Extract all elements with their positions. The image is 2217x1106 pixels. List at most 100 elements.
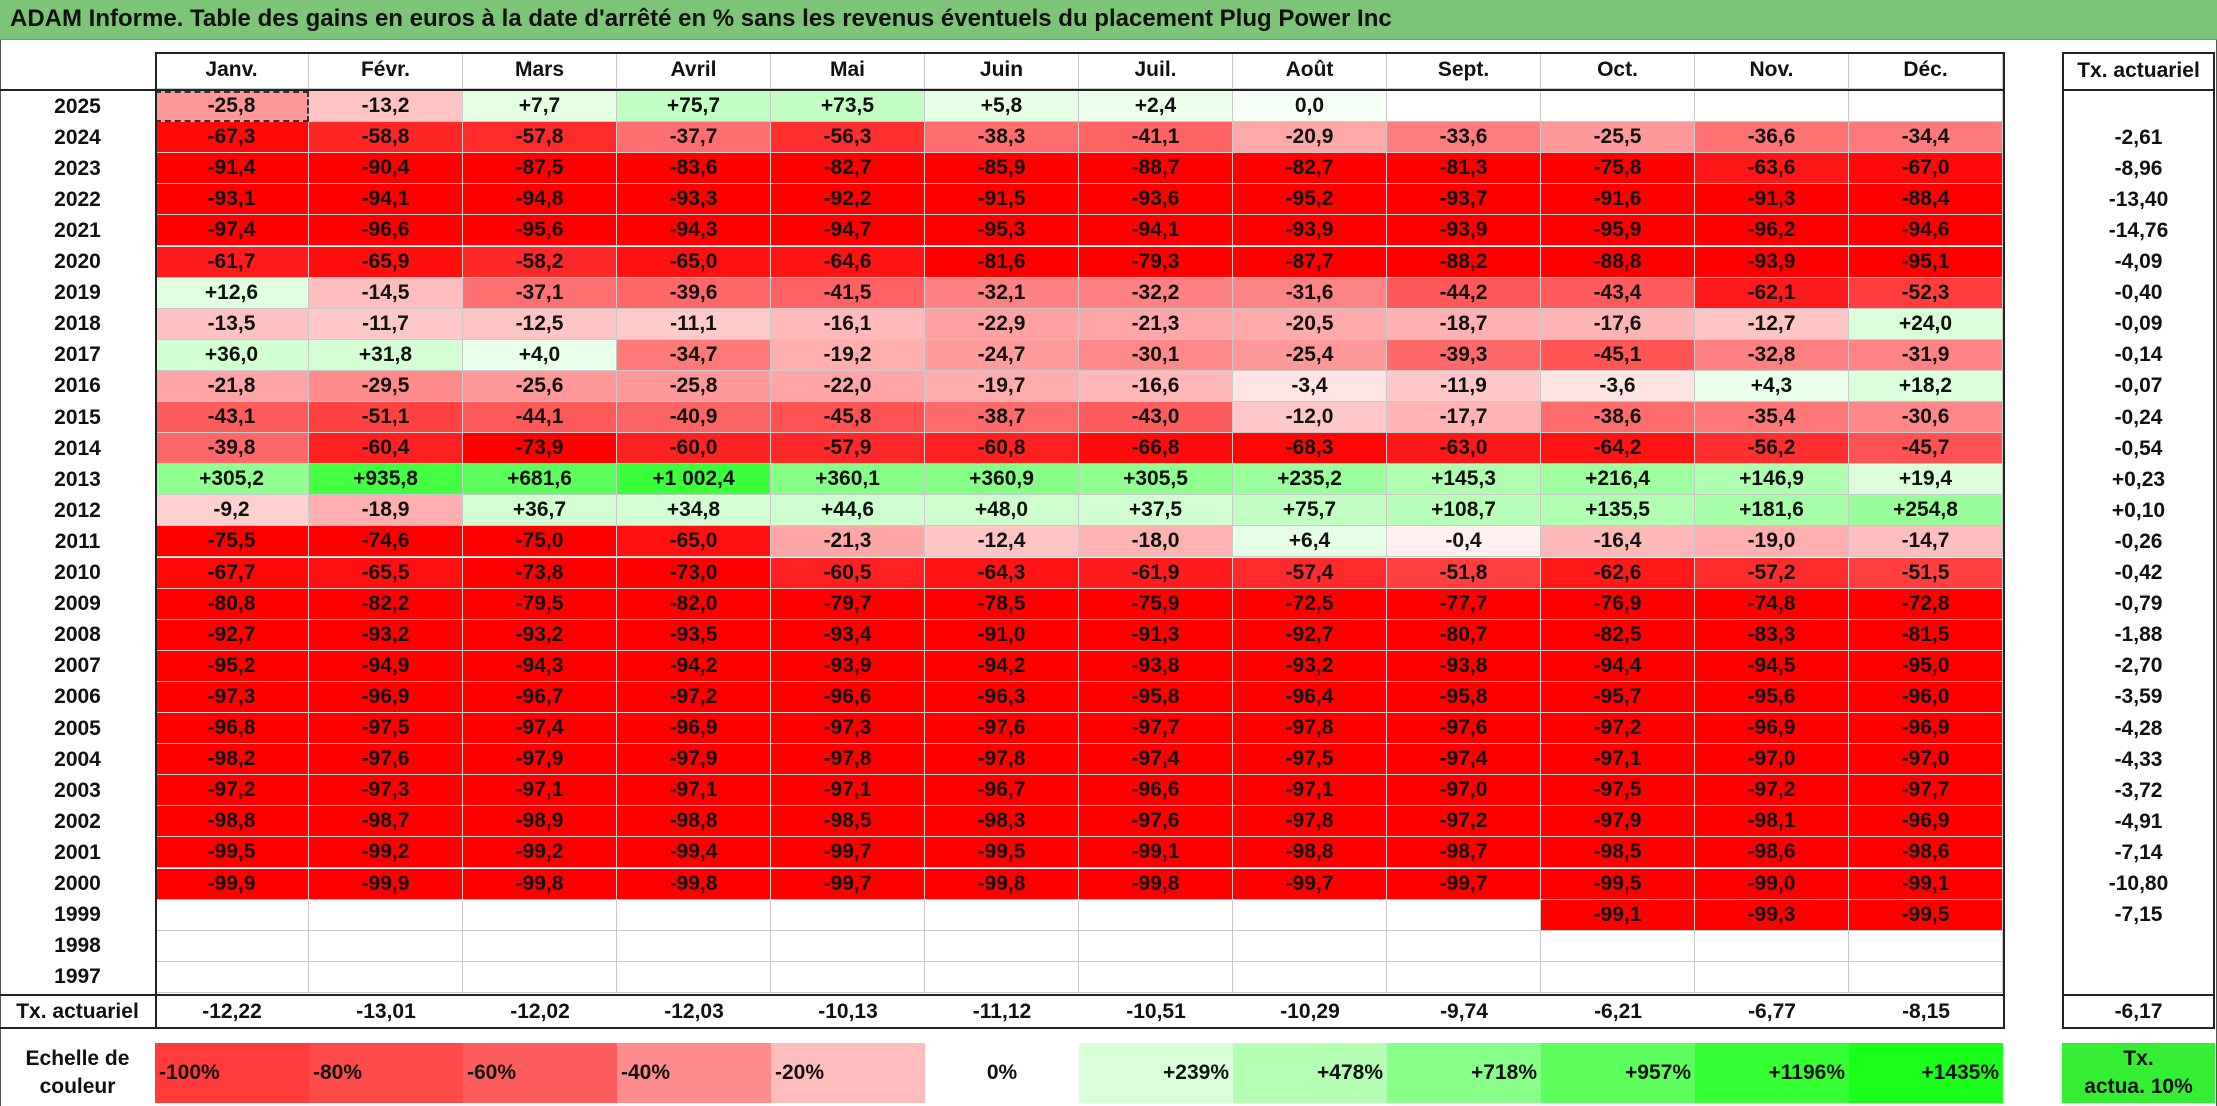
- legend-swatch: +478%: [1233, 1043, 1387, 1103]
- heatmap-cell: -93,9: [1387, 215, 1541, 247]
- tx-actuariel-cell: [2062, 931, 2215, 962]
- tx-actuariel-cell: -0,42: [2114, 561, 2163, 585]
- heatmap-cell: -97,9: [617, 744, 771, 776]
- heatmap-cell: -67,7: [155, 557, 309, 589]
- heatmap-cell: -30,6: [1849, 402, 2003, 434]
- tx-actuariel-cell: -2,61: [2114, 125, 2163, 149]
- heatmap-cell: -97,7: [1079, 713, 1233, 745]
- heatmap-cell: [1079, 930, 1233, 962]
- month-header: Juin: [925, 52, 1079, 89]
- heatmap-cell: -17,7: [1387, 402, 1541, 434]
- heatmap-cell: [1541, 930, 1695, 962]
- legend-tx-swatch: Tx. actua. 10%: [2062, 1043, 2215, 1103]
- heatmap-cell: +31,8: [309, 339, 463, 371]
- heatmap-cell: -97,0: [1695, 744, 1849, 776]
- heatmap-cell: -93,9: [771, 650, 925, 682]
- month-header: Mai: [771, 52, 925, 89]
- heatmap-cell: -76,9: [1541, 588, 1695, 620]
- heatmap-cell: +216,4: [1541, 464, 1695, 496]
- heatmap-cell: -52,3: [1849, 277, 2003, 309]
- heatmap-cell: -79,5: [463, 588, 617, 620]
- heatmap-cell: -29,5: [309, 370, 463, 402]
- legend-swatch: -100%: [155, 1043, 309, 1103]
- heatmap-cell: -97,2: [1695, 775, 1849, 807]
- heatmap-cell: -64,6: [771, 246, 925, 278]
- tx-actuariel-cell: -13,40: [2108, 187, 2169, 211]
- heatmap-cell: -91,0: [925, 619, 1079, 651]
- heatmap-cell: -97,4: [1387, 744, 1541, 776]
- heatmap-cell: -95,1: [1849, 246, 2003, 278]
- heatmap-cell: -33,6: [1387, 122, 1541, 154]
- heatmap-cell: -56,2: [1695, 433, 1849, 465]
- heatmap-cell: -91,6: [1541, 184, 1695, 216]
- tx-actuariel-cell: -14,76: [2108, 218, 2169, 242]
- heatmap-cell: -91,3: [1695, 184, 1849, 216]
- heatmap-cell: -97,3: [155, 681, 309, 713]
- legend-swatch: +1435%: [1849, 1043, 2003, 1103]
- footer-tx-cell: -12,22: [202, 1000, 262, 1023]
- heatmap-cell: -22,9: [925, 308, 1079, 340]
- heatmap-cell: -95,9: [1541, 215, 1695, 247]
- footer-tx-cell: -11,12: [972, 1000, 1032, 1023]
- heatmap-cell: +108,7: [1387, 495, 1541, 527]
- heatmap-cell: -97,5: [1233, 744, 1387, 776]
- header-separator-tx: [2062, 89, 2215, 91]
- heatmap-cell: -93,9: [1233, 215, 1387, 247]
- heatmap-cell: -88,2: [1387, 246, 1541, 278]
- heatmap-cell: [1233, 930, 1387, 962]
- heatmap-cell: -97,1: [1233, 775, 1387, 807]
- heatmap-cell: +254,8: [1849, 495, 2003, 527]
- heatmap-cell: -19,0: [1695, 526, 1849, 558]
- tx-actuariel-cell: -3,72: [2114, 778, 2163, 802]
- heatmap-cell: -96,6: [309, 215, 463, 247]
- heatmap-cell: [617, 899, 771, 931]
- legend-swatch: +957%: [1541, 1043, 1695, 1103]
- heatmap-cell: -57,4: [1233, 557, 1387, 589]
- heatmap-cell: -92,2: [771, 184, 925, 216]
- heatmap-cell: [1233, 899, 1387, 931]
- heatmap-cell: -39,6: [617, 277, 771, 309]
- heatmap-cell: -39,3: [1387, 339, 1541, 371]
- heatmap-cell: -38,7: [925, 402, 1079, 434]
- tx-actuariel-cell: +0,10: [2111, 498, 2166, 522]
- heatmap-cell: -88,7: [1079, 153, 1233, 185]
- heatmap-cell: -36,6: [1695, 122, 1849, 154]
- heatmap-cell: -97,2: [1387, 806, 1541, 838]
- tx-actuariel-cell: -4,09: [2114, 250, 2163, 274]
- heatmap-cell: -96,6: [771, 681, 925, 713]
- heatmap-cell: +135,5: [1541, 495, 1695, 527]
- year-label: 2015: [54, 405, 101, 429]
- legend-swatch: +239%: [1079, 1043, 1233, 1103]
- heatmap-cell: -94,5: [1695, 650, 1849, 682]
- heatmap-cell: -98,8: [155, 806, 309, 838]
- heatmap-cell: -18,9: [309, 495, 463, 527]
- heatmap-cell: [1387, 899, 1541, 931]
- year-label: 2024: [54, 125, 101, 149]
- heatmap-cell: -81,6: [925, 246, 1079, 278]
- heatmap-cell: -98,6: [1849, 837, 2003, 869]
- tx-actuariel-cell: -1,88: [2114, 623, 2163, 647]
- heatmap-cell: [1541, 91, 1695, 123]
- heatmap-cell: -65,0: [617, 526, 771, 558]
- heatmap-cell: [1079, 899, 1233, 931]
- year-label: 2022: [54, 187, 101, 211]
- heatmap-cell: -91,5: [925, 184, 1079, 216]
- heatmap-cell: -62,6: [1541, 557, 1695, 589]
- heatmap-cell: -93,8: [1387, 650, 1541, 682]
- heatmap-cell: -34,7: [617, 339, 771, 371]
- heatmap-cell: -92,7: [1233, 619, 1387, 651]
- heatmap-cell: [155, 930, 309, 962]
- heatmap-cell: -34,4: [1849, 122, 2003, 154]
- year-label: 2017: [54, 343, 101, 367]
- heatmap-cell: -88,4: [1849, 184, 2003, 216]
- heatmap-cell: -12,5: [463, 308, 617, 340]
- heatmap-cell: -75,8: [1541, 153, 1695, 185]
- legend-swatch: -80%: [309, 1043, 463, 1103]
- heatmap-cell: -91,3: [1079, 619, 1233, 651]
- year-label: 2020: [54, 250, 101, 274]
- heatmap-cell: [1695, 91, 1849, 123]
- heatmap-cell: -99,5: [155, 837, 309, 869]
- heatmap-cell: -18,7: [1387, 308, 1541, 340]
- heatmap-cell: -65,9: [309, 246, 463, 278]
- heatmap-cell: -63,0: [1387, 433, 1541, 465]
